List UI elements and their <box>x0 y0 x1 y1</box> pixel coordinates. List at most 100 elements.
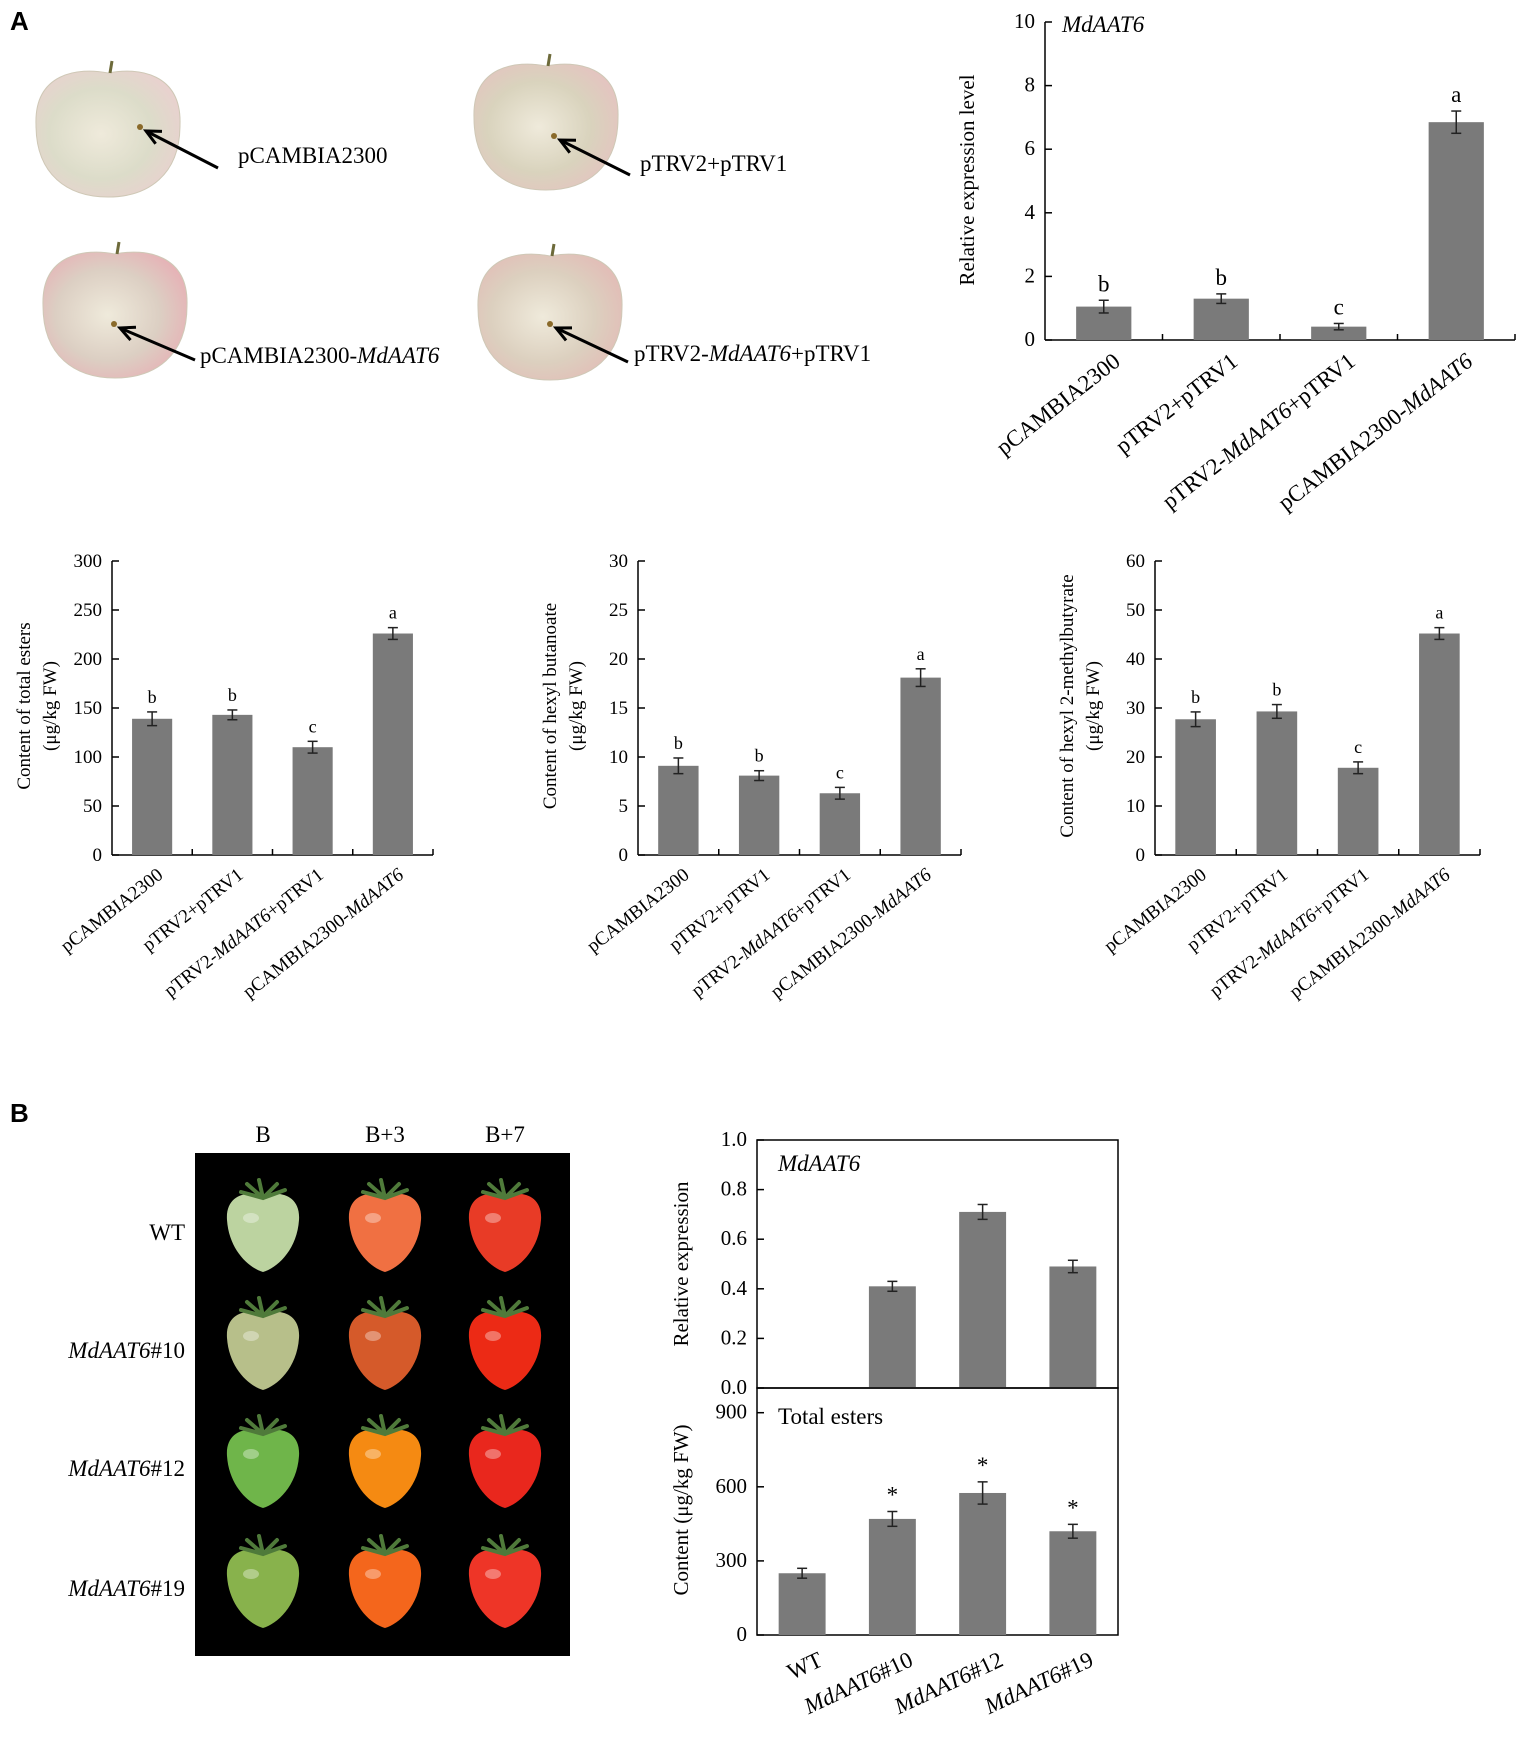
y-axis-title: Content (μg/kg FW) <box>669 1424 693 1595</box>
y-tick-label: 50 <box>1126 600 1145 621</box>
bar <box>1049 1266 1097 1388</box>
error-bar <box>1333 322 1344 331</box>
bar <box>292 747 333 855</box>
y-tick-label: 150 <box>74 698 103 719</box>
y-tick-label: 0 <box>619 845 629 866</box>
y-tick-label: 1.0 <box>721 1127 747 1151</box>
significance-label: * <box>977 1453 989 1478</box>
error-bar <box>1190 711 1201 728</box>
apple-label: pTRV2-MdAAT6+pTRV1 <box>634 341 871 366</box>
bar <box>658 765 699 855</box>
y-tick-label: 0.8 <box>721 1177 747 1201</box>
arrow <box>559 138 631 177</box>
x-tick-label: pTRV2-MdAAT6+pTRV1 <box>1206 864 1373 1001</box>
x-tick-label: pCAMBIA2300-MdAAT6 <box>1286 864 1455 1003</box>
significance-label: * <box>887 1483 899 1508</box>
apple-photo: pCAMBIA2300 <box>35 60 388 198</box>
error-bar <box>227 709 238 721</box>
bar <box>212 714 253 855</box>
y-tick-label: 100 <box>74 747 103 768</box>
y-tick-label: 2 <box>1025 263 1036 287</box>
bar <box>1049 1531 1097 1635</box>
y-tick-label: 25 <box>609 600 628 621</box>
significance-label: b <box>148 687 157 707</box>
y-tick-label: 50 <box>83 796 102 817</box>
transgenic-tomato-charts: 0.0 0.2 0.4 0.6 0.8 1.0 MdAAT6 Relative express… <box>669 1127 1119 1719</box>
error-bar <box>1353 761 1364 775</box>
bar <box>1256 711 1298 855</box>
y-tick-label: 0.2 <box>721 1325 747 1349</box>
y-tick-label: 0 <box>1025 327 1036 351</box>
apple-label: pCAMBIA2300-MdAAT6 <box>200 343 440 368</box>
arrow <box>145 129 219 170</box>
y-tick-label: 5 <box>619 796 629 817</box>
tomato-row-label: WT <box>149 1220 185 1245</box>
x-tick-label: pTRV2-MdAAT6+pTRV1 <box>688 864 855 1001</box>
significance-label: a <box>917 644 925 664</box>
bar <box>372 633 413 855</box>
bar <box>819 793 861 855</box>
x-tick-label: pTRV2-MdAAT6+pTRV1 <box>1158 348 1360 514</box>
y-tick-label: 10 <box>1126 796 1145 817</box>
bar <box>1428 122 1484 340</box>
hexyl-butanoate-chart: 051015202530bpCAMBIA2300bpTRV2+pTRV1cpTR… <box>540 551 962 1003</box>
y-tick-label: 0 <box>1136 845 1146 866</box>
error-bar <box>887 1280 898 1293</box>
y-tick-label: 30 <box>609 551 628 572</box>
apple-photo: pTRV2+pTRV1 <box>473 53 787 191</box>
significance-label: a <box>1451 82 1461 107</box>
apple-photo: pTRV2-MdAAT6+pTRV1 <box>477 243 871 381</box>
tomato-photo-grid: B B+3 B+7 WT MdAAT6#10 MdAAT6#12 MdAAT6#19 <box>67 1122 570 1656</box>
bar <box>1193 298 1249 340</box>
bar <box>900 677 941 855</box>
significance-label: c <box>309 716 317 736</box>
significance-label: b <box>1216 265 1228 290</box>
error-bar <box>915 668 926 688</box>
y-tick-label: 0.4 <box>721 1276 748 1300</box>
total-esters-chart: 050100150200250300bpCAMBIA2300bpTRV2+pTR… <box>14 551 434 1003</box>
significance-label: a <box>389 603 397 623</box>
error-bar <box>147 711 158 727</box>
y-tick-label: 15 <box>609 698 628 719</box>
y-tick-label: 20 <box>1126 747 1145 768</box>
tomato-row-label: MdAAT6#12 <box>67 1456 185 1481</box>
x-tick-label: pTRV2+pTRV1 <box>1111 348 1242 458</box>
y-tick-label: 60 <box>1126 551 1145 572</box>
error-bar <box>977 1203 988 1221</box>
tomato-fruit <box>226 1178 300 1272</box>
error-bar <box>387 626 398 641</box>
x-tick-label: pCAMBIA2300-MdAAT6 <box>239 864 408 1003</box>
bar <box>1337 767 1379 855</box>
error-bar <box>887 1510 898 1528</box>
error-bar <box>673 757 684 775</box>
significance-label: a <box>1435 603 1443 623</box>
tomato-fruit <box>348 1534 422 1628</box>
y-axis-title: Relative expression <box>669 1181 693 1347</box>
tomato-fruit <box>348 1414 422 1508</box>
error-bar <box>834 786 845 800</box>
error-bar <box>1271 703 1282 720</box>
tomato-column-label: B <box>255 1122 270 1147</box>
error-bar <box>797 1567 808 1579</box>
hexyl-2-methylbutyrate-chart: 0102030405060bpCAMBIA2300bpTRV2+pTRV1cpT… <box>1057 551 1481 1003</box>
error-bar <box>1098 299 1109 314</box>
significance-label: b <box>228 685 237 705</box>
bar <box>738 775 780 855</box>
tomato-column-label: B+7 <box>485 1122 525 1147</box>
bar <box>1311 326 1367 340</box>
bar <box>959 1211 1007 1388</box>
y-tick-label: 8 <box>1025 73 1036 97</box>
error-bar <box>307 740 318 754</box>
error-bar <box>1216 293 1227 305</box>
y-tick-label: 4 <box>1025 200 1036 224</box>
tomato-row-label: MdAAT6#10 <box>67 1338 185 1363</box>
significance-label: c <box>1354 737 1362 757</box>
error-bar <box>1067 1523 1078 1539</box>
significance-label: * <box>1067 1495 1079 1520</box>
y-tick-label: 10 <box>1014 9 1035 33</box>
y-tick-label: 300 <box>74 551 103 572</box>
apple-label: pCAMBIA2300 <box>238 143 388 168</box>
significance-label: b <box>1272 680 1281 700</box>
plot-frame <box>756 1387 1119 1636</box>
